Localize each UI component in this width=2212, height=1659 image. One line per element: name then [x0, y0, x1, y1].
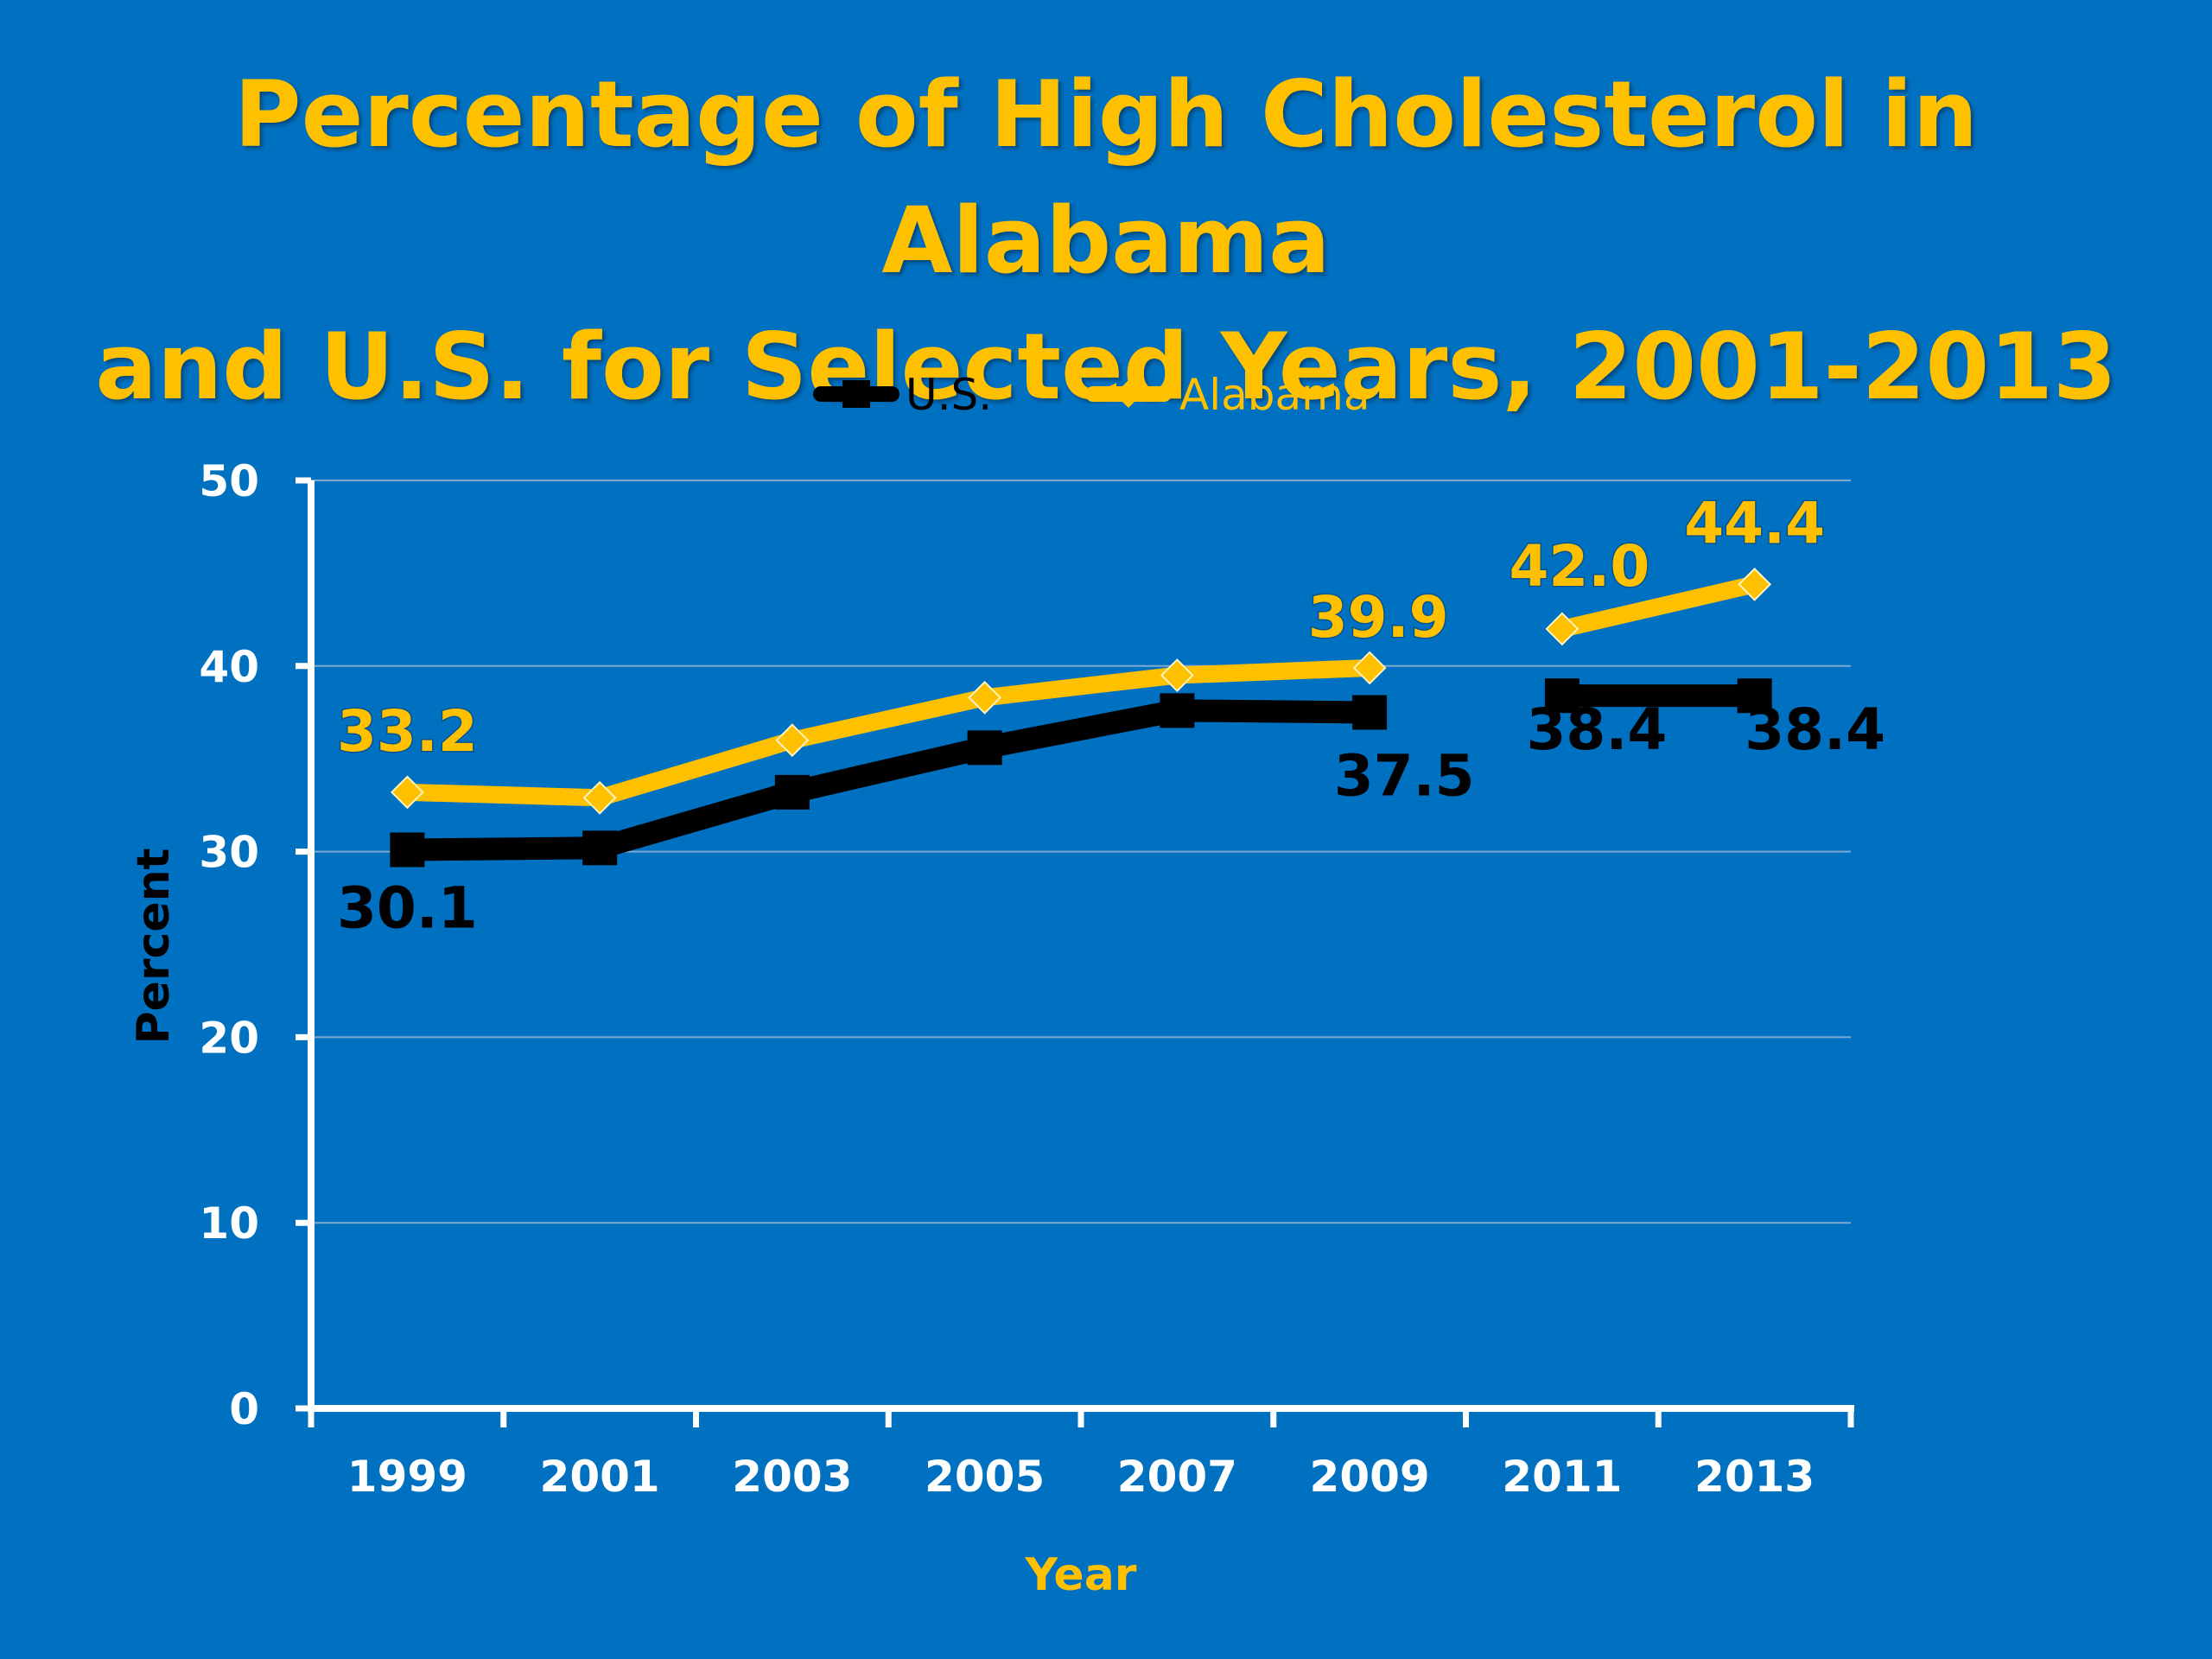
series-line-1-segment-0	[398, 658, 1379, 807]
data-label-alabama-5: 39.9	[1308, 584, 1449, 651]
data-label-us-5: 37.5	[1334, 743, 1475, 810]
data-point-us-0	[390, 832, 425, 868]
y-tick-label: 20	[199, 1013, 259, 1063]
legend-marker-1	[1115, 380, 1142, 408]
y-tick-label: 10	[199, 1198, 259, 1249]
data-label-alabama-0: 33.2	[337, 698, 478, 765]
x-tick-label: 2001	[540, 1452, 660, 1502]
data-point-us-6	[1544, 678, 1580, 714]
data-label-us-0: 30.1	[337, 874, 478, 941]
data-point-alabama-4	[1160, 658, 1194, 692]
x-tick-label: 2013	[1694, 1452, 1815, 1502]
data-label-us-7: 38.4	[1745, 696, 1885, 763]
data-point-us-5	[1352, 695, 1388, 730]
data-point-us-4	[1160, 693, 1195, 728]
data-point-us-7	[1737, 678, 1772, 714]
x-tick-label: 2003	[732, 1452, 852, 1502]
chart-title-line-2: and U.S. for Selected Years, 2001-2013	[95, 314, 2117, 420]
x-tick-label: 2007	[1117, 1452, 1237, 1502]
chart-title-line-1: Percentage of High Cholesterol in Alabam…	[233, 61, 1979, 294]
data-point-us-1	[582, 830, 618, 866]
data-point-alabama-7	[1738, 567, 1772, 601]
series-line-0-segment-0	[396, 699, 1382, 861]
y-tick-label: 40	[199, 642, 259, 692]
data-point-us-2	[774, 774, 810, 810]
legend-label-1: Alabama	[1179, 370, 1370, 420]
data-point-us-3	[967, 730, 1002, 766]
data-point-alabama-1	[582, 780, 617, 815]
chart-title: Percentage of High Cholesterol in Alabam…	[0, 52, 2212, 430]
data-point-alabama-5	[1352, 651, 1387, 685]
y-tick-label: 30	[199, 828, 259, 878]
x-tick-label: 1999	[347, 1452, 467, 1502]
data-label-us-6: 38.4	[1526, 696, 1667, 763]
data-point-alabama-2	[775, 723, 810, 758]
data-label-alabama-7: 44.4	[1684, 490, 1825, 556]
x-tick-label: 2005	[925, 1452, 1045, 1502]
x-tick-label: 2009	[1310, 1452, 1430, 1502]
legend-marker-0	[842, 380, 870, 408]
y-tick-label: 50	[199, 456, 259, 506]
series-line-1-segment-1	[1553, 575, 1764, 638]
x-tick-label: 2011	[1502, 1452, 1622, 1502]
data-label-alabama-6: 42.0	[1509, 533, 1649, 600]
data-point-alabama-6	[1545, 612, 1580, 646]
legend-label-0: U.S.	[906, 370, 992, 420]
y-tick-label: 0	[229, 1384, 259, 1434]
data-point-alabama-0	[390, 775, 424, 810]
x-axis-title: Year	[1025, 1549, 1137, 1601]
data-point-alabama-3	[968, 680, 1002, 715]
y-axis-title: Percent	[128, 849, 180, 1045]
